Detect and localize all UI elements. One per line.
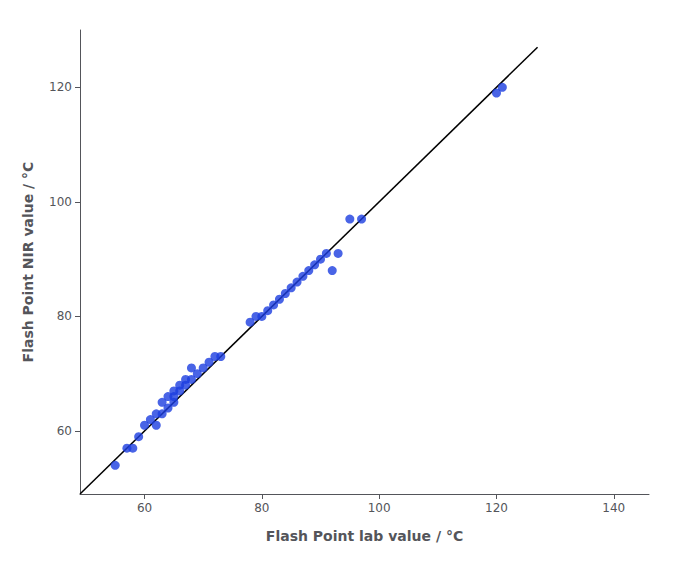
svg-text:Flash Point lab value / °C: Flash Point lab value / °C: [266, 528, 463, 544]
svg-text:Flash Point NIR value / °C: Flash Point NIR value / °C: [20, 162, 36, 363]
svg-text:140: 140: [602, 501, 625, 515]
svg-text:80: 80: [57, 309, 72, 323]
svg-text:100: 100: [49, 195, 72, 209]
svg-text:60: 60: [57, 424, 72, 438]
svg-text:100: 100: [368, 501, 391, 515]
svg-text:60: 60: [137, 501, 152, 515]
svg-text:120: 120: [49, 80, 72, 94]
svg-text:120: 120: [485, 501, 508, 515]
svg-text:80: 80: [254, 501, 269, 515]
